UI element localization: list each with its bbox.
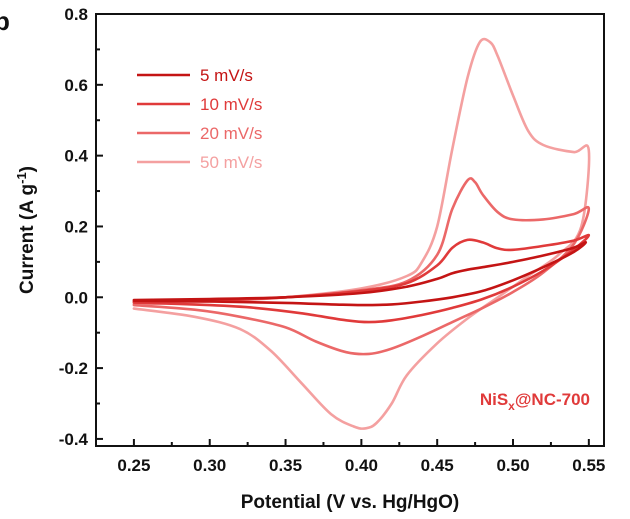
annotation-pre: NiS (480, 390, 508, 409)
cv-curve-50-mv-s (132, 37, 591, 430)
annotation-post: @NC-700 (515, 390, 590, 409)
x-tick-label: 0.30 (193, 456, 226, 475)
y-axis-title-sup: -1 (14, 172, 29, 184)
cv-curve-10-mv-s (132, 233, 591, 324)
legend-label: 50 mV/s (200, 153, 262, 172)
x-tick-label: 0.35 (269, 456, 302, 475)
sample-annotation: NiSx@NC-700 (480, 390, 590, 413)
cv-curve-20-mv-s (132, 177, 591, 356)
y-tick-label: 0.6 (64, 76, 88, 95)
y-tick-label: 0.8 (64, 5, 88, 24)
x-tick-label: 0.45 (421, 456, 454, 475)
legend-label: 5 mV/s (200, 66, 253, 85)
y-axis-title-end: ) (17, 166, 38, 172)
y-tick-label: 0.2 (64, 217, 88, 236)
legend: 5 mV/s 10 mV/s 20 mV/s 50 mV/s (137, 66, 262, 172)
x-tick-label: 0.40 (345, 456, 378, 475)
cv-curve-5-mv-s (132, 241, 588, 307)
y-tick-label: 0.0 (64, 288, 88, 307)
y-axis-title: Current (A g-1) (14, 166, 38, 294)
y-axis-ticks: -0.4 -0.2 0.0 0.2 0.4 0.6 0.8 (59, 5, 103, 449)
y-tick-label: -0.2 (59, 359, 88, 378)
legend-label: 10 mV/s (200, 95, 262, 114)
x-axis-ticks: 0.25 0.30 0.35 0.40 0.45 0.50 0.55 (117, 439, 605, 475)
y-tick-label: -0.4 (59, 430, 89, 449)
y-tick-label: 0.4 (64, 147, 88, 166)
x-axis-title: Potential (V vs. Hg/HgO) (241, 492, 460, 513)
x-tick-label: 0.25 (117, 456, 150, 475)
annotation-sub: x (508, 399, 515, 413)
panel-letter: b (0, 6, 10, 36)
x-tick-label: 0.50 (496, 456, 529, 475)
x-tick-label: 0.55 (572, 456, 605, 475)
plot-frame (95, 13, 605, 447)
legend-label: 20 mV/s (200, 124, 262, 143)
cv-curves (132, 37, 591, 430)
y-axis-title-main: Current (A g (17, 184, 38, 294)
